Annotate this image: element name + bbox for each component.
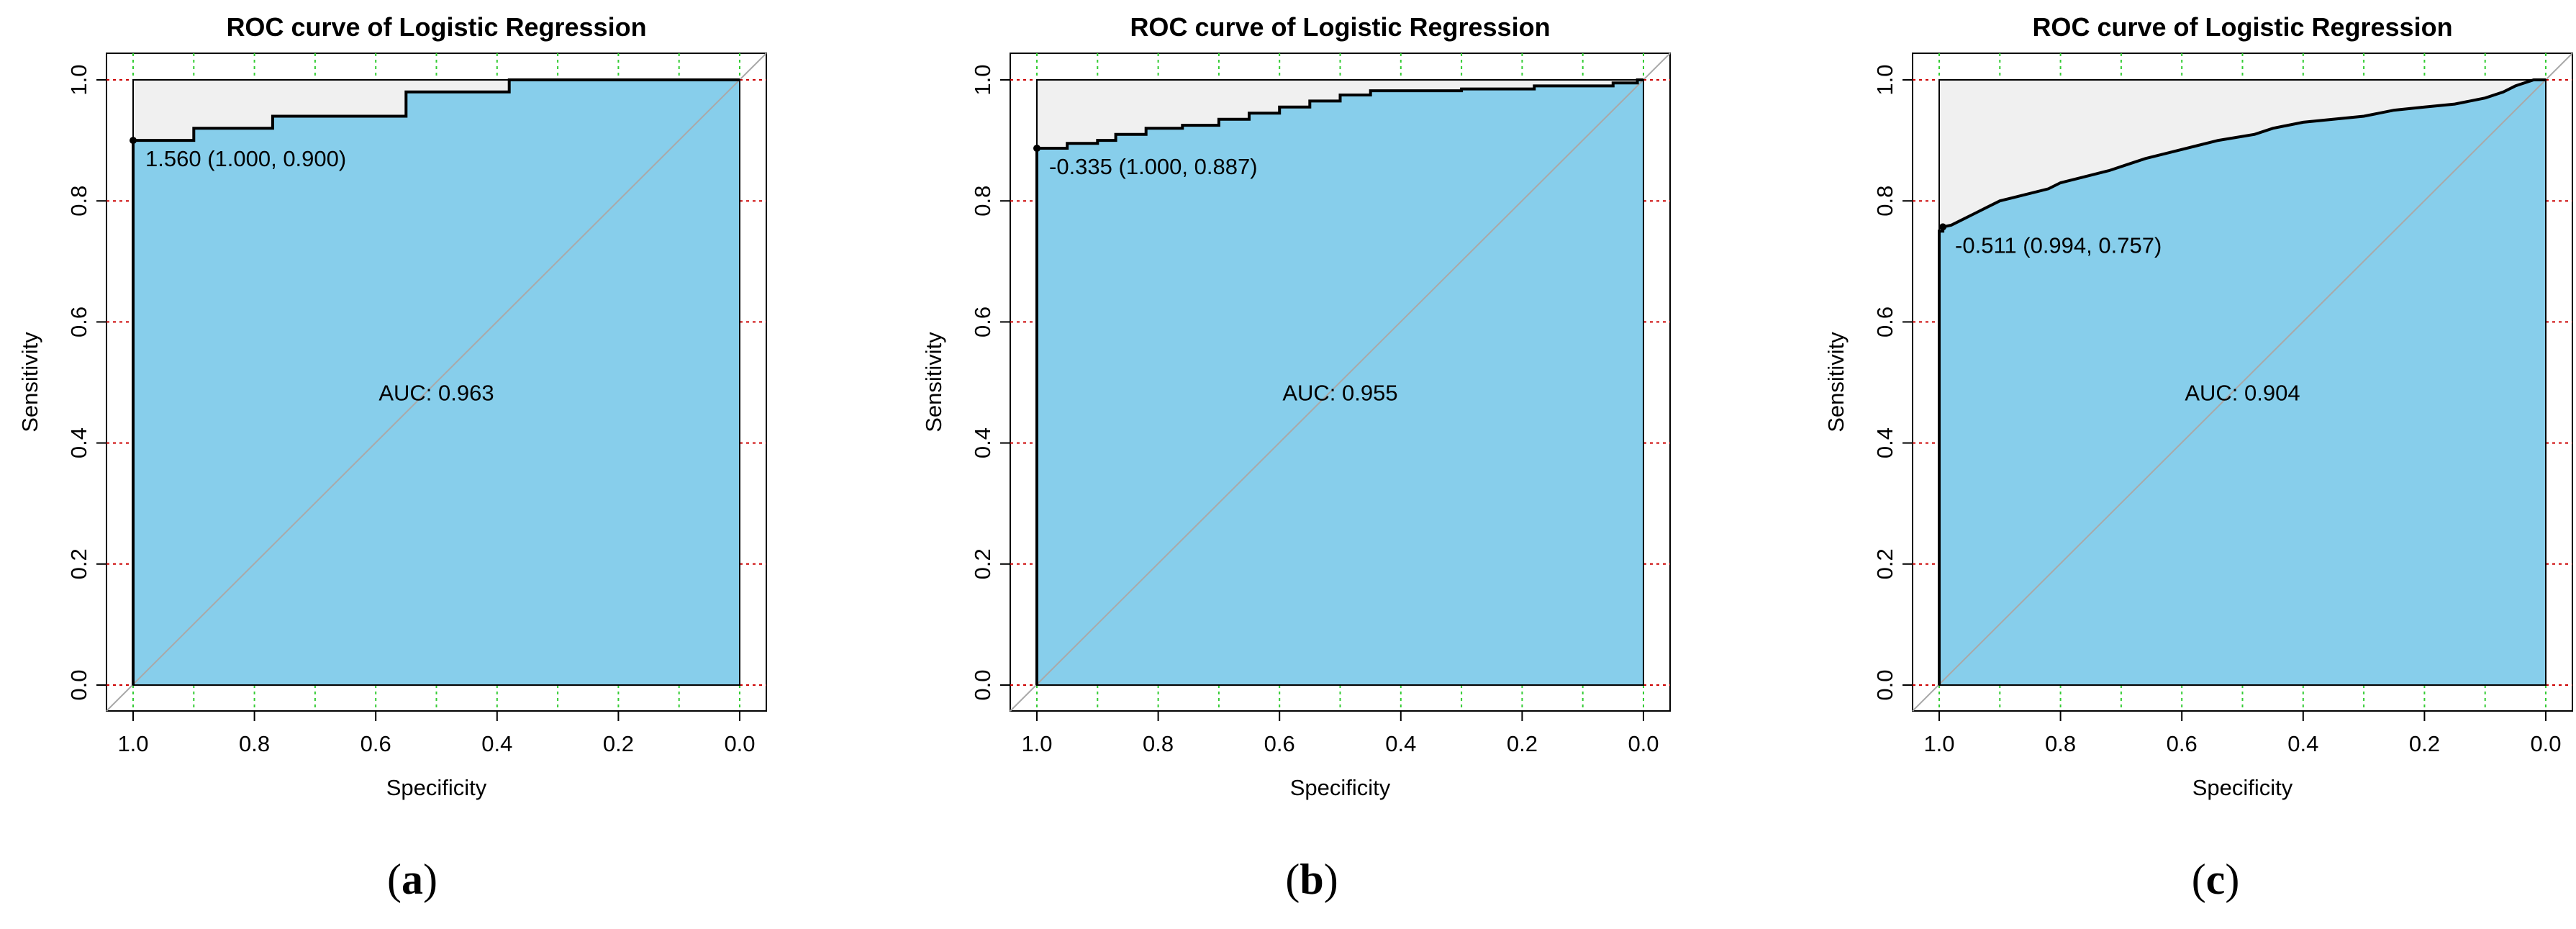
y-tick-label-b: 0.2: [970, 548, 995, 579]
y-tick-label-a: 0.4: [66, 427, 91, 458]
threshold-point-c: [1939, 223, 1947, 231]
chart-title-c: ROC curve of Logistic Regression: [2032, 12, 2452, 42]
auc-label-c: AUC: 0.904: [2185, 381, 2300, 406]
x-tick-label-b: 0.0: [1628, 731, 1659, 756]
threshold-point-b: [1033, 145, 1040, 153]
panel-label-c: (c): [2191, 856, 2240, 903]
roc-chart-b: -0.335 (1.000, 0.887) AUC: 0.955 ROC curve…: [921, 12, 1671, 800]
panel-letter-a: a: [402, 856, 423, 903]
roc-chart-a: 1.560 (1.000, 0.900) AUC: 0.963 ROC curve …: [17, 12, 767, 800]
x-tick-label-c: 0.8: [2045, 731, 2076, 756]
x-tick-label-b: 0.8: [1143, 731, 1174, 756]
y-tick-label-b: 0.8: [970, 186, 995, 217]
panel-letter-b: b: [1300, 856, 1324, 903]
x-axis-title-b: Specificity: [1290, 775, 1391, 800]
x-tick-label-b: 0.4: [1385, 731, 1416, 756]
y-tick-label-a: 0.2: [66, 548, 91, 579]
roc-curve-c: [1938, 78, 2546, 685]
panel-a: 1.560 (1.000, 0.900) AUC: 0.963 ROC curve …: [0, 0, 858, 929]
y-axis-title-a: Sensitivity: [17, 332, 42, 432]
x-tick-label-c: 1.0: [1923, 731, 1954, 756]
x-tick-label-a: 0.6: [360, 731, 391, 756]
threshold-label-a: 1.560 (1.000, 0.900): [145, 146, 346, 171]
y-tick-label-c: 0.2: [1872, 548, 1897, 579]
roc-chart-c: -0.511 (0.994, 0.757) AUC: 0.904 ROC curve…: [1823, 12, 2573, 800]
x-axis-title-c: Specificity: [2192, 775, 2293, 800]
x-axis-title-a: Specificity: [386, 775, 487, 800]
y-tick-label-c: 0.0: [1872, 669, 1897, 700]
threshold-label-b: -0.335 (1.000, 0.887): [1049, 154, 1258, 179]
panel-label-b: (b): [1285, 856, 1338, 903]
roc-curve-a: [132, 78, 740, 685]
y-axis-title-b: Sensitivity: [921, 332, 946, 432]
panel-b: -0.335 (1.000, 0.887) AUC: 0.955 ROC curve…: [904, 0, 1762, 929]
y-tick-label-c: 0.4: [1872, 427, 1897, 458]
x-tick-label-a: 1.0: [117, 731, 148, 756]
y-tick-label-b: 0.6: [970, 307, 995, 337]
x-tick-label-c: 0.6: [2167, 731, 2198, 756]
x-tick-label-a: 0.0: [724, 731, 755, 756]
auc-label-b: AUC: 0.955: [1282, 381, 1397, 406]
y-tick-label-c: 0.6: [1872, 307, 1897, 337]
y-tick-label-a: 0.8: [66, 186, 91, 217]
diagonal-line-a: [106, 53, 767, 712]
x-tick-label-b: 1.0: [1021, 731, 1052, 756]
diagonal-line-c: [1912, 53, 2573, 712]
chart-title-b: ROC curve of Logistic Regression: [1130, 12, 1550, 42]
chart-title-a: ROC curve of Logistic Regression: [226, 12, 646, 42]
x-tick-label-c: 0.4: [2287, 731, 2318, 756]
x-tick-label-c: 0.2: [2409, 731, 2440, 756]
threshold-point-a: [130, 137, 137, 145]
roc-curve-b: [1035, 78, 1643, 685]
diagonal-line-b: [1010, 53, 1671, 712]
auc-label-a: AUC: 0.963: [378, 381, 494, 406]
x-tick-label-b: 0.2: [1507, 731, 1538, 756]
y-tick-label-b: 0.0: [970, 669, 995, 700]
panel-label-a: (a): [387, 856, 437, 903]
y-tick-label-c: 1.0: [1872, 64, 1897, 95]
y-tick-label-a: 0.6: [66, 307, 91, 337]
panel-c: -0.511 (0.994, 0.757) AUC: 0.904 ROC curve…: [1806, 0, 2576, 929]
y-tick-label-a: 0.0: [66, 669, 91, 700]
panel-letter-c: c: [2205, 856, 2226, 903]
x-tick-label-b: 0.6: [1264, 731, 1295, 756]
y-tick-label-c: 0.8: [1872, 186, 1897, 217]
x-tick-label-a: 0.4: [481, 731, 512, 756]
threshold-label-c: -0.511 (0.994, 0.757): [1955, 232, 2162, 258]
y-tick-label-b: 0.4: [970, 427, 995, 458]
y-tick-label-b: 1.0: [970, 64, 995, 95]
x-tick-label-c: 0.0: [2530, 731, 2561, 756]
y-tick-label-a: 1.0: [66, 64, 91, 95]
x-tick-label-a: 0.2: [603, 731, 634, 756]
x-tick-label-a: 0.8: [239, 731, 270, 756]
y-axis-title-c: Sensitivity: [1823, 332, 1849, 432]
